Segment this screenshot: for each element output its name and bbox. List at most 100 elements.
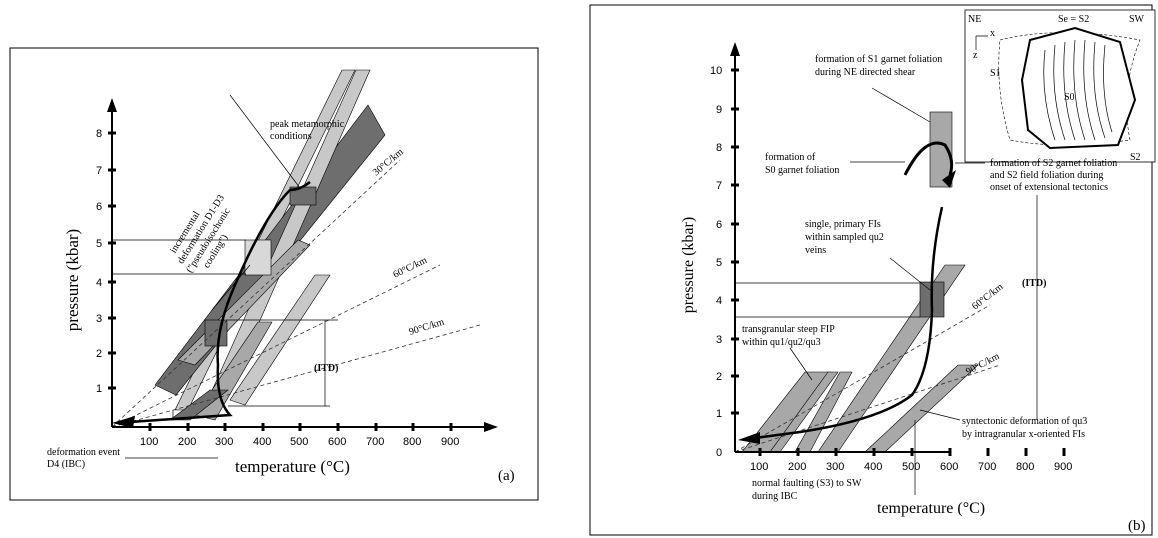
y-ticks-b: 0 1 2 3 4 5 6 7 8 9 10 [710, 65, 739, 459]
panel-a-label: (a) [498, 468, 515, 484]
box-s1 [929, 111, 953, 188]
note-single: within sampled qu2 [805, 232, 884, 243]
inset-garnet-outline [1020, 26, 1137, 150]
y-axis-arrow [730, 42, 740, 56]
y-tick-label: 4 [96, 277, 102, 289]
y-tick-label: 7 [716, 180, 722, 192]
geotherm-30 [111, 159, 401, 428]
y-tick-label: 6 [716, 219, 722, 231]
x-tick-label: 700 [978, 461, 996, 473]
note-itd: (ITD) [1022, 278, 1046, 289]
y-axis-label-b: pressure (kbar) [680, 217, 697, 313]
gradient-label: 90°C/km [408, 317, 446, 338]
x-tick-label: 200 [788, 461, 806, 473]
inset-ne: NE [968, 14, 981, 25]
x-tick-label: 700 [366, 436, 384, 448]
note-transgranular: within qu1/qu2/qu3 [742, 337, 821, 348]
s0-arrow [903, 141, 954, 176]
pointer-line [789, 347, 813, 381]
x-tick-label: 200 [178, 436, 196, 448]
panel-b-label: (b) [1128, 518, 1146, 534]
note-incremental: incremental deformation D1-D3 ("pseudois… [168, 193, 233, 275]
pointer-line [229, 94, 301, 189]
x-tick-label: 900 [441, 436, 459, 448]
note-normal: during IBC [752, 491, 798, 502]
panel-b-frame [589, 4, 1153, 536]
note-s2: onset of extensional tectonics [990, 182, 1108, 193]
pointer-line [871, 87, 931, 123]
y-tick-label: 9 [716, 104, 722, 116]
x-tick-label: 600 [328, 436, 346, 448]
x-tick-label: 400 [864, 461, 882, 473]
pointer-line [889, 257, 931, 291]
x-tick-label: 600 [940, 461, 958, 473]
note-peak: conditions [270, 131, 312, 142]
inset-se: Se = S2 [1058, 14, 1089, 25]
y-tick-label: 8 [96, 128, 102, 140]
gradient-label: 60°C/km [391, 255, 429, 281]
pt-path-a [129, 181, 311, 424]
y-tick-label: 2 [716, 371, 722, 383]
note-s1: formation of S1 garnet foliation [815, 54, 942, 65]
note-transgranular: transgranular steep FIP [742, 324, 835, 335]
band-dark-a2 [169, 389, 229, 421]
note-syntectonic: by intragranular x-oriented FIs [962, 429, 1085, 440]
y-axis-label-a: pressure (kbar) [63, 229, 82, 331]
note-d4: D4 (IBC) [47, 459, 85, 470]
x-tick-label: 100 [750, 461, 768, 473]
y-tick-label: 2 [96, 348, 102, 360]
inset-x: x [990, 28, 995, 39]
y-tick-label: 10 [710, 65, 722, 77]
note-d4: deformation event [47, 447, 120, 458]
panel-b: NE SW Se = S2 x z S1 S0 S2 [589, 4, 1156, 536]
x-tick-label: 300 [215, 436, 233, 448]
note-peak: peak metamorphic [270, 119, 345, 130]
inset-outline [998, 32, 1141, 146]
x-tick-label: 100 [140, 436, 158, 448]
inset-garnet: NE SW Se = S2 x z S1 S0 S2 [964, 9, 1156, 163]
arrowhead [942, 170, 956, 188]
x-ticks-b: 100 200 300 400 500 600 700 800 900 [750, 448, 1072, 473]
note-syntectonic: syntectonic deformation of qu3 [962, 416, 1087, 427]
x-axis-label-a: temperature (°C) [235, 457, 350, 476]
x-axis-arrow [484, 422, 498, 432]
x-ticks-a: 100 200 300 400 500 600 700 800 900 [140, 423, 459, 448]
inset-s2: S2 [1130, 152, 1141, 163]
note-s0: formation of [765, 152, 816, 163]
y-tick-label: 4 [716, 295, 722, 307]
y-tick-label: 3 [716, 334, 722, 346]
panel-a-bands [154, 69, 386, 421]
y-tick-label: 0 [716, 447, 722, 459]
note-s0: S0 garnet foliation [765, 165, 839, 176]
box-incremental [244, 239, 272, 276]
note-itd: (ITD) [314, 363, 338, 374]
geotherm-60 [111, 264, 441, 428]
x-tick-label: 500 [290, 436, 308, 448]
x-tick-label: 300 [826, 461, 844, 473]
pointer-line [211, 264, 251, 311]
box-a-mid [204, 319, 228, 347]
x-tick-label: 500 [902, 461, 920, 473]
inset-axes [975, 35, 988, 50]
x-tick-label: 800 [403, 436, 421, 448]
y-tick-label: 6 [96, 201, 102, 213]
inset-sw: SW [1129, 14, 1145, 25]
x-tick-label: 900 [1054, 461, 1072, 473]
panel-a-frame [9, 47, 539, 501]
note-single: veins [805, 245, 826, 256]
note-s2: formation of S2 garnet foliation [990, 158, 1117, 169]
y-tick-label: 1 [96, 383, 102, 395]
path-arrowhead [112, 416, 135, 428]
y-ticks-a: 1 2 3 4 5 6 7 8 [96, 128, 116, 395]
inset-s0: S0 [1064, 92, 1075, 103]
inset-s1: S1 [990, 68, 1001, 79]
y-tick-label: 7 [96, 165, 102, 177]
gradient-label: 30°C/km [371, 146, 406, 178]
x-axis-label-b: temperature (°C) [877, 500, 985, 517]
gradient-label: 60°C/km [970, 281, 1005, 312]
geotherm-b90 [734, 364, 1001, 453]
note-normal: normal faulting (S3) to SW [752, 478, 862, 489]
y-tick-label: 5 [716, 257, 722, 269]
pointer-line [919, 409, 961, 421]
y-tick-label: 1 [716, 408, 722, 420]
